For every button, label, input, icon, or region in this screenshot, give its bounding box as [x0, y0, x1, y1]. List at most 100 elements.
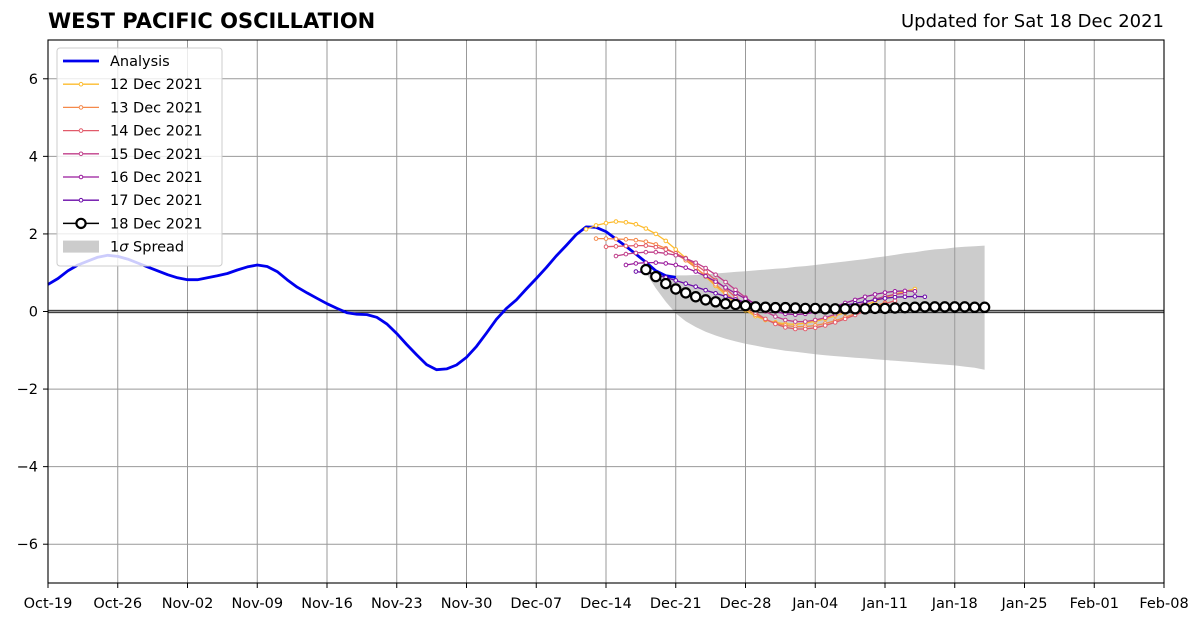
- forecast-point: [623, 251, 629, 257]
- legend-marker: [78, 105, 84, 110]
- forecast-point: [959, 301, 971, 313]
- forecast-point: [978, 301, 991, 313]
- legend-marker: [78, 81, 84, 87]
- y-tick-label: 6: [29, 72, 38, 88]
- forecast-point: [733, 290, 738, 296]
- legend-swatch: [63, 240, 99, 253]
- legend-marker: [78, 197, 84, 203]
- forecast-point: [809, 302, 821, 315]
- forecast-point: [789, 302, 802, 314]
- forecast-point: [929, 301, 941, 313]
- forecast-point: [892, 289, 898, 294]
- forecast-point: [793, 319, 798, 324]
- forecast-point: [623, 243, 629, 249]
- analysis-line: [47, 225, 677, 372]
- forecast-point: [663, 251, 669, 256]
- forecast-point: [603, 220, 609, 226]
- x-tick-label: Nov-09: [231, 596, 283, 612]
- x-tick-label: Feb-08: [1139, 596, 1188, 612]
- forecast-point: [799, 302, 811, 315]
- forecast-point: [693, 260, 698, 265]
- legend-entry: 18 Dec 2021: [63, 216, 203, 232]
- legend-label: 15 Dec 2021: [110, 147, 203, 163]
- forecast-point: [613, 219, 619, 224]
- x-tick-label: Dec-07: [510, 596, 562, 612]
- forecast-point: [939, 301, 951, 313]
- forecast-point: [670, 283, 682, 295]
- legend-marker: [78, 174, 84, 180]
- legend-marker: [78, 128, 84, 133]
- forecast-point: [673, 252, 679, 258]
- legend: Analysis 12 Dec 2021 13 Dec 2021 14 Dec 202…: [56, 47, 223, 267]
- forecast-point: [872, 292, 878, 297]
- forecast-point: [633, 237, 639, 243]
- legend-entry: 13 Dec 2021: [63, 100, 203, 116]
- forecast-point: [749, 301, 762, 313]
- forecast-point: [673, 278, 679, 283]
- forecast-point: [643, 226, 649, 231]
- forecast-point: [802, 326, 808, 332]
- forecast-point: [643, 249, 649, 255]
- legend-label: 16 Dec 2021: [110, 170, 203, 186]
- x-tick-label: Jan-04: [791, 596, 838, 612]
- forecast-point: [842, 316, 848, 322]
- x-tick-label: Jan-25: [1000, 596, 1047, 612]
- forecast-point: [839, 303, 851, 315]
- forecast-point: [882, 296, 888, 301]
- forecast-point: [819, 303, 831, 315]
- legend-label: 1σ Spread: [110, 240, 184, 256]
- legend-label: 12 Dec 2021: [110, 77, 203, 93]
- forecast-point: [683, 256, 689, 261]
- legend-marker: [75, 217, 87, 230]
- forecast-point: [689, 291, 702, 303]
- forecast-point: [832, 320, 838, 325]
- forecast-point: [699, 294, 712, 306]
- legend-box: [56, 47, 223, 267]
- x-tick-label: Nov-16: [301, 596, 353, 612]
- forecast-point: [633, 250, 639, 256]
- forecast-point: [793, 326, 798, 332]
- y-tick-label: 4: [29, 149, 38, 165]
- forecast-point: [723, 285, 728, 290]
- x-tick-label: Jan-11: [861, 596, 908, 612]
- x-tick-label: Dec-14: [580, 596, 632, 612]
- forecast-point: [729, 298, 742, 311]
- legend-label-part: Spread: [128, 240, 184, 256]
- forecast-point: [603, 244, 609, 250]
- x-tick-label: Dec-21: [650, 596, 702, 612]
- forecast-point: [643, 239, 649, 244]
- forecast-point: [922, 294, 928, 300]
- forecast-point: [633, 221, 639, 227]
- legend-entry: 16 Dec 2021: [63, 170, 203, 186]
- series-layer: [47, 219, 991, 372]
- forecast-point: [663, 238, 669, 244]
- forecast-point: [879, 302, 891, 315]
- axes-layer: Oct-19 Oct-26 Nov-02 Nov-09 Nov-16 Nov-23 Nov-…: [17, 39, 1189, 612]
- forecast-point: [968, 301, 981, 313]
- legend-entry: 12 Dec 2021: [63, 77, 203, 93]
- forecast-point: [623, 237, 629, 242]
- forecast-point: [783, 325, 788, 330]
- forecast-point: [719, 298, 732, 310]
- forecast-point: [643, 260, 649, 265]
- forecast-point: [683, 265, 689, 270]
- forecast-point: [583, 226, 589, 232]
- forecast-point: [673, 247, 679, 252]
- forecast-point: [892, 294, 898, 300]
- forecast-point: [862, 299, 868, 304]
- legend-marker: [78, 151, 84, 157]
- y-tick-label: 2: [29, 227, 38, 243]
- legend-label: 13 Dec 2021: [110, 100, 203, 116]
- forecast-point: [862, 294, 868, 300]
- chart-title: WEST PACIFIC OSCILLATION: [48, 9, 376, 33]
- forecast-point: [703, 287, 708, 293]
- forecast-point: [693, 269, 698, 274]
- forecast-point: [653, 260, 659, 265]
- legend-label-sigma: σ: [119, 240, 129, 256]
- forecast-point: [663, 261, 669, 266]
- forecast-point: [613, 253, 619, 259]
- forecast-point: [882, 290, 888, 295]
- forecast-point: [909, 301, 921, 313]
- forecast-point: [650, 270, 662, 283]
- forecast-point: [812, 317, 818, 323]
